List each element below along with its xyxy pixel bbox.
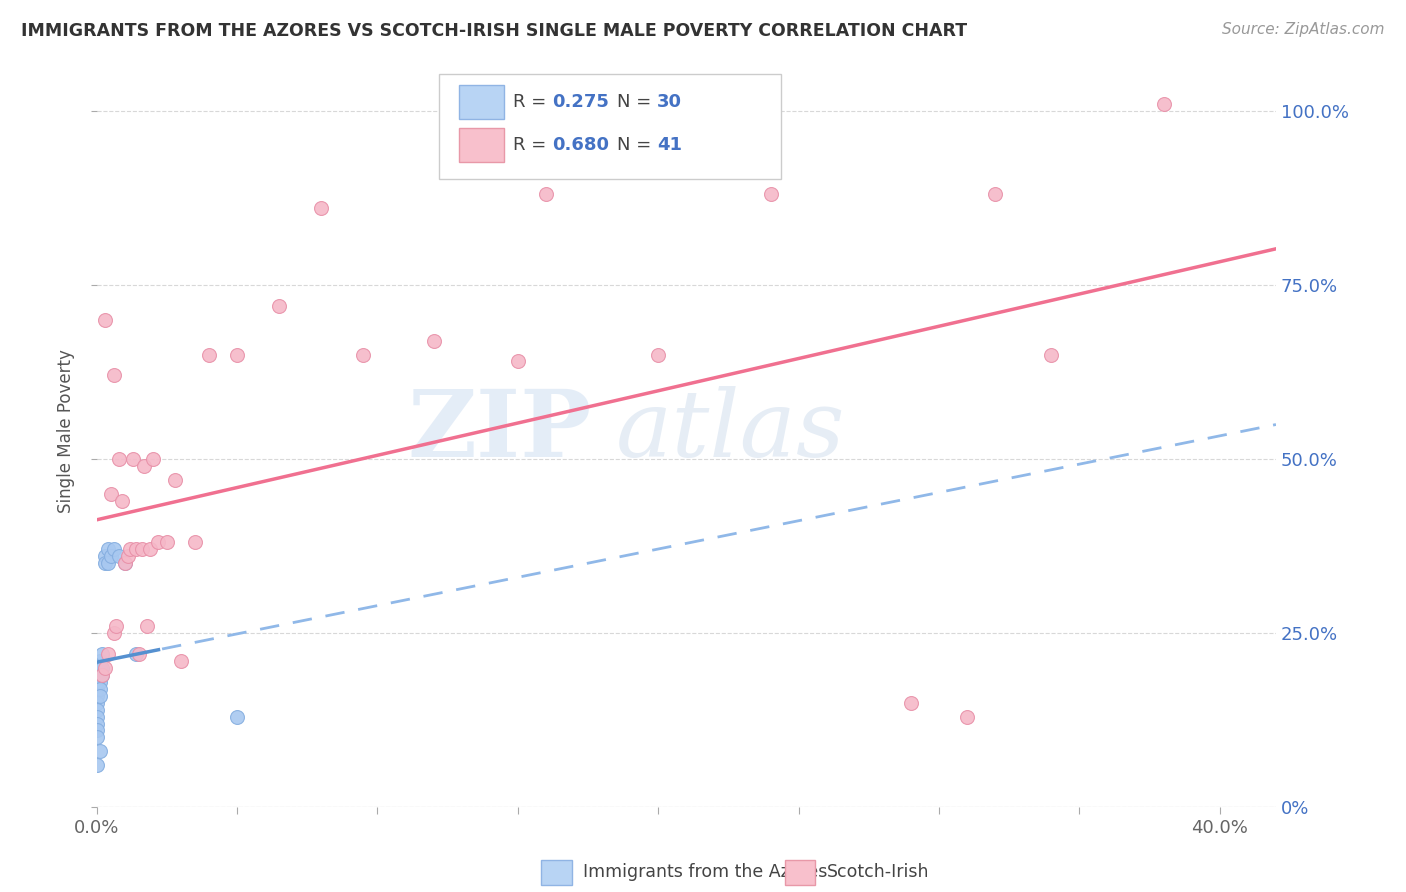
Text: ZIP: ZIP <box>408 386 592 476</box>
Text: 0.275: 0.275 <box>553 93 609 111</box>
Point <box>136 619 159 633</box>
Point <box>122 452 145 467</box>
Point <box>128 647 150 661</box>
Point <box>226 347 249 361</box>
Point <box>134 458 156 473</box>
Point <box>89 674 111 689</box>
Point <box>89 744 111 758</box>
Point <box>86 696 108 710</box>
Point <box>86 702 108 716</box>
Point <box>89 661 111 675</box>
Text: N =: N = <box>617 93 657 111</box>
Point <box>139 542 162 557</box>
Bar <box>458 85 503 119</box>
Point <box>94 661 117 675</box>
Point <box>86 689 108 703</box>
Point <box>108 452 131 467</box>
Point <box>184 535 207 549</box>
Point <box>120 542 142 557</box>
Point <box>114 557 136 571</box>
Point <box>86 723 108 738</box>
Point <box>94 549 117 564</box>
Point <box>534 187 557 202</box>
Point <box>311 202 333 216</box>
Point <box>226 709 249 723</box>
Point <box>142 452 165 467</box>
Text: 30: 30 <box>657 93 682 111</box>
Text: 0.680: 0.680 <box>553 136 609 154</box>
Point <box>91 661 114 675</box>
Point <box>170 654 193 668</box>
Point <box>97 542 120 557</box>
Point <box>198 347 221 361</box>
Point <box>94 557 117 571</box>
Point <box>352 347 374 361</box>
Point <box>94 312 117 326</box>
Text: IMMIGRANTS FROM THE AZORES VS SCOTCH-IRISH SINGLE MALE POVERTY CORRELATION CHART: IMMIGRANTS FROM THE AZORES VS SCOTCH-IRI… <box>21 22 967 40</box>
Point <box>89 654 111 668</box>
Point <box>86 674 108 689</box>
Point <box>1153 96 1175 111</box>
Point <box>103 626 125 640</box>
Point <box>86 709 108 723</box>
Point <box>165 473 187 487</box>
Point <box>114 557 136 571</box>
Point <box>506 354 529 368</box>
Text: R =: R = <box>513 136 553 154</box>
Point <box>89 681 111 696</box>
Point <box>89 667 111 681</box>
Point <box>103 542 125 557</box>
Point <box>97 557 120 571</box>
Point <box>86 716 108 731</box>
Point <box>111 493 134 508</box>
Y-axis label: Single Male Poverty: Single Male Poverty <box>58 349 75 513</box>
Point <box>97 647 120 661</box>
Point <box>148 535 170 549</box>
Point <box>156 535 179 549</box>
Point <box>86 758 108 772</box>
Point <box>1040 347 1063 361</box>
Point <box>91 647 114 661</box>
Text: Source: ZipAtlas.com: Source: ZipAtlas.com <box>1222 22 1385 37</box>
Text: Immigrants from the Azores: Immigrants from the Azores <box>583 863 828 881</box>
Point <box>759 187 782 202</box>
Point <box>86 731 108 745</box>
Text: atlas: atlas <box>616 386 845 476</box>
FancyBboxPatch shape <box>439 74 780 179</box>
Point <box>91 667 114 681</box>
Point <box>131 542 153 557</box>
Point <box>125 542 148 557</box>
Point <box>86 681 108 696</box>
Point <box>100 487 122 501</box>
Point <box>956 709 979 723</box>
Point <box>108 549 131 564</box>
Point <box>269 299 291 313</box>
Point <box>125 647 148 661</box>
Point <box>422 334 444 348</box>
Point <box>105 619 128 633</box>
Point <box>984 187 1007 202</box>
Point <box>89 689 111 703</box>
Text: Scotch-Irish: Scotch-Irish <box>827 863 929 881</box>
Text: R =: R = <box>513 93 553 111</box>
Point <box>100 549 122 564</box>
Text: 41: 41 <box>657 136 682 154</box>
Bar <box>458 128 503 162</box>
Point <box>103 368 125 383</box>
Point <box>647 347 669 361</box>
Point <box>900 696 922 710</box>
Text: N =: N = <box>617 136 657 154</box>
Point <box>91 667 114 681</box>
Point <box>117 549 139 564</box>
